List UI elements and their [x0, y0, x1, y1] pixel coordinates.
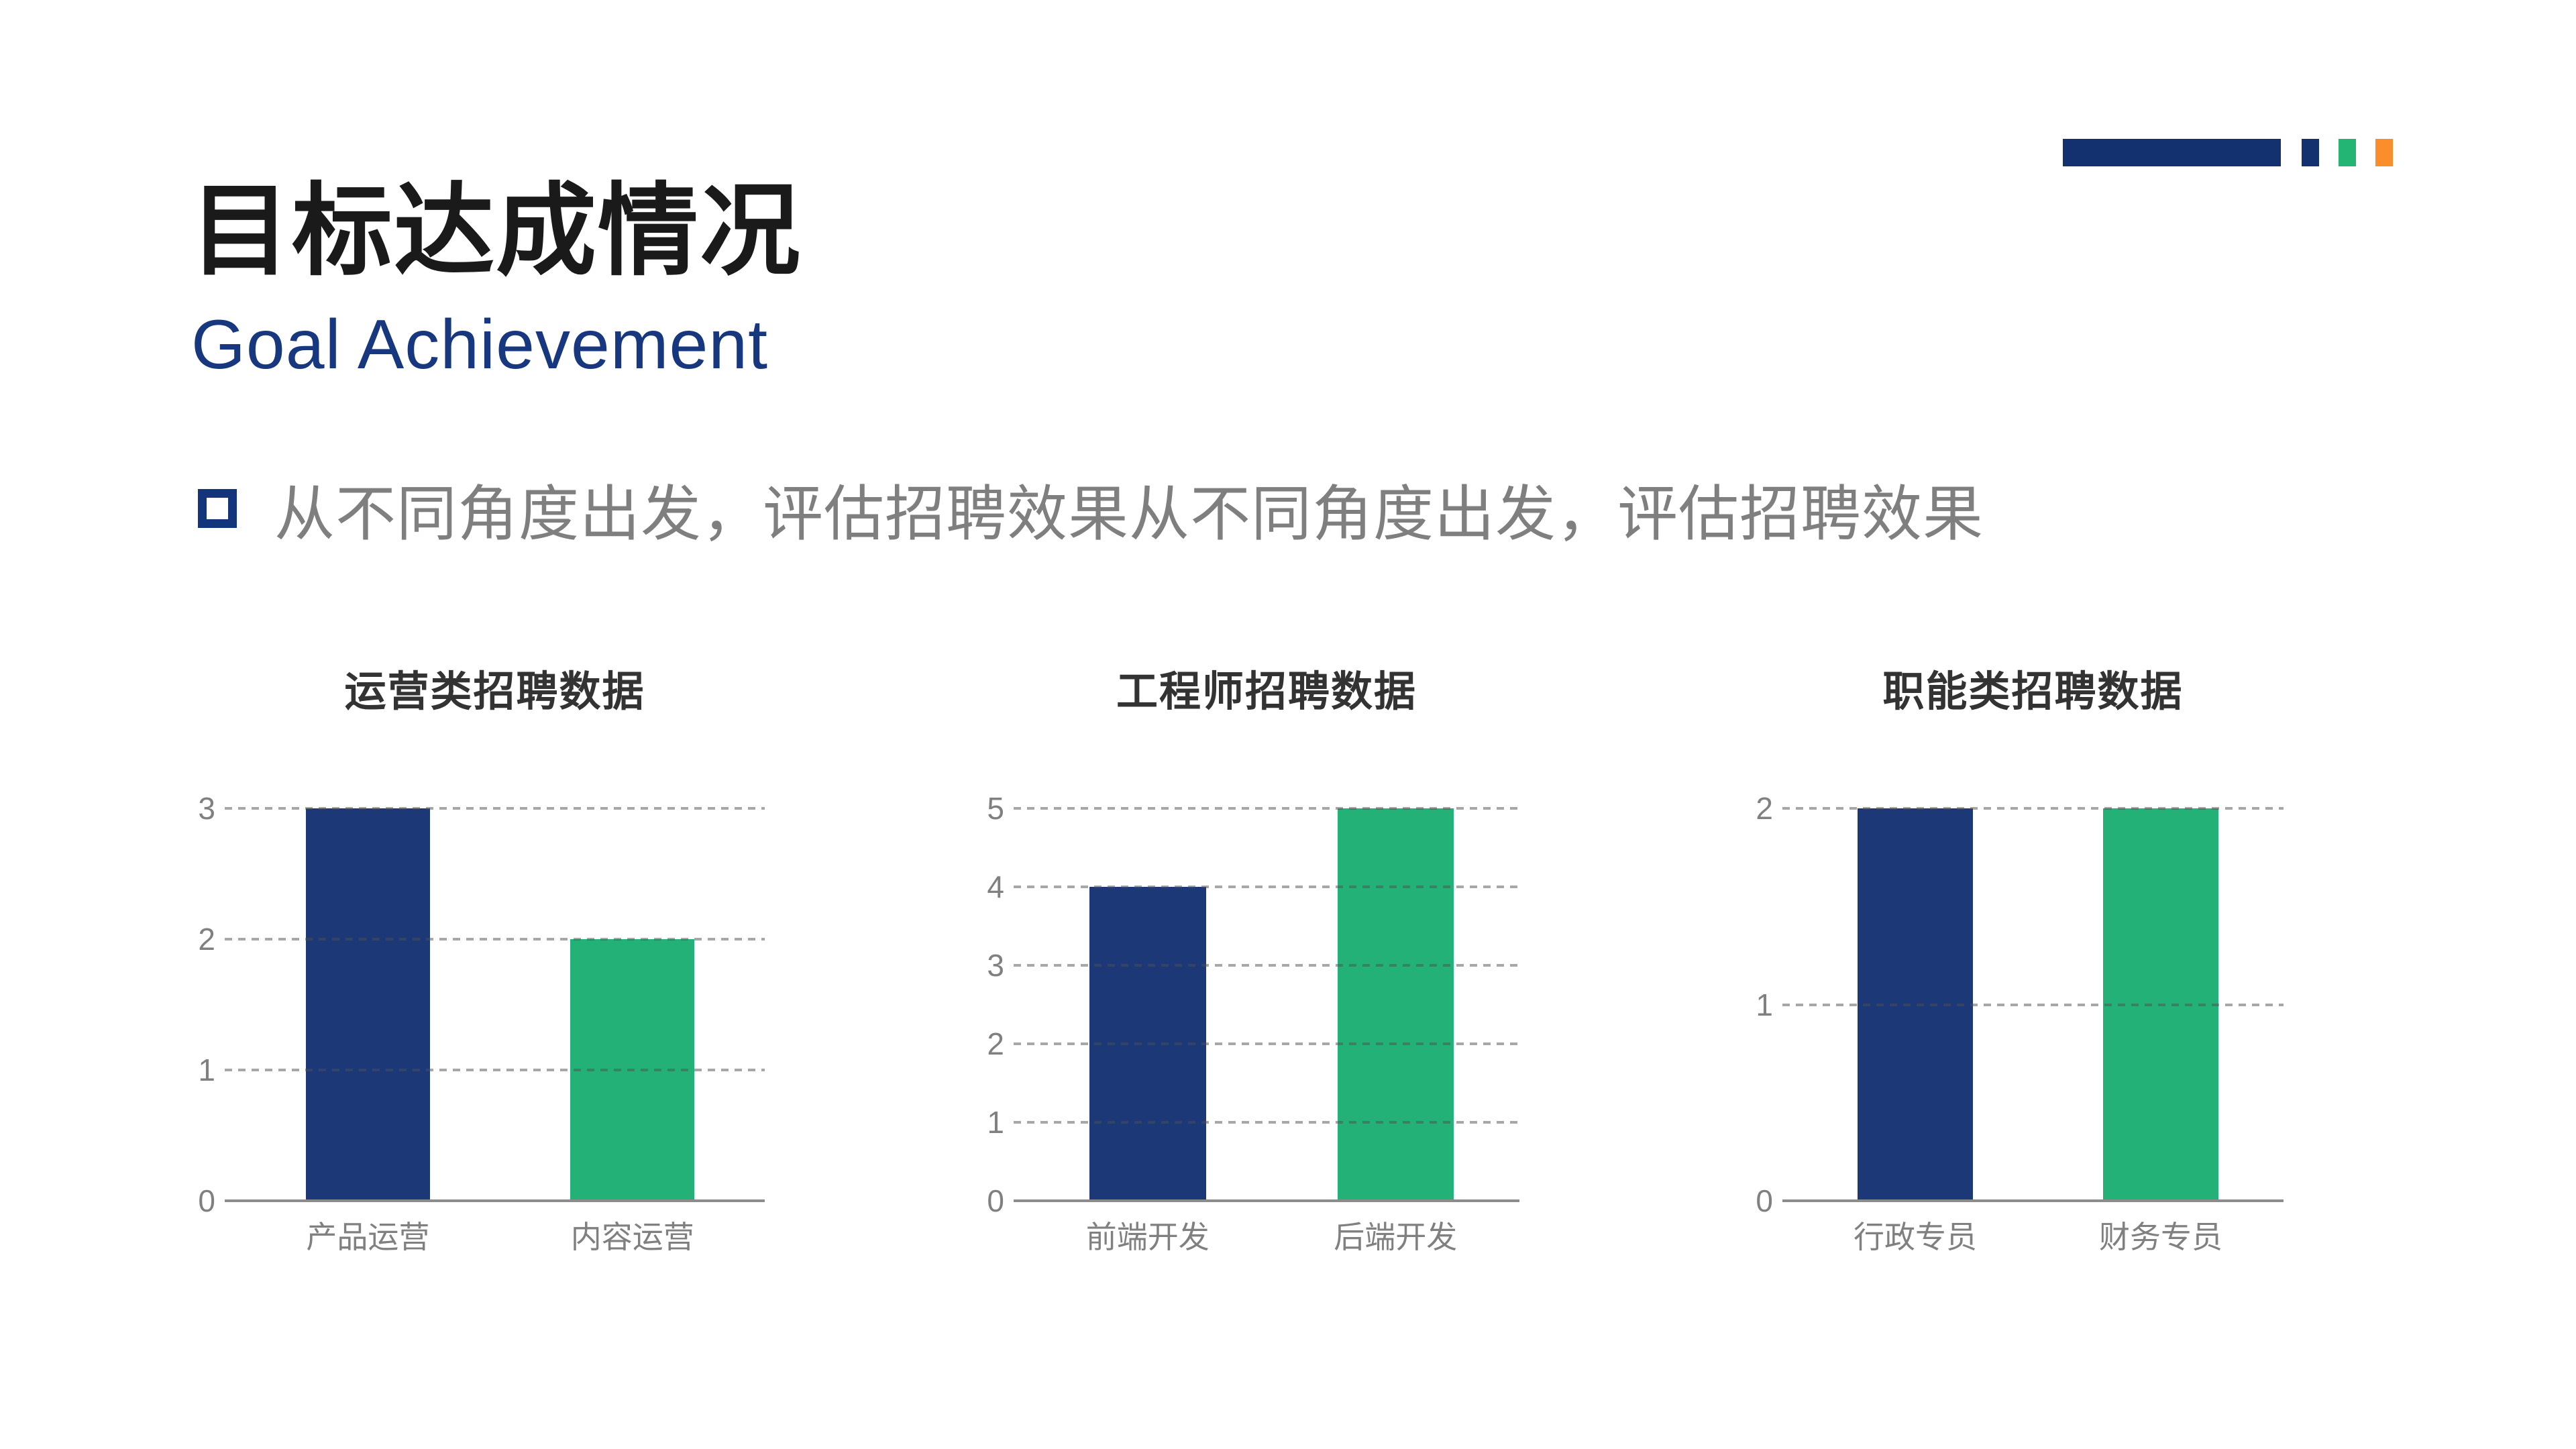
y-axis-tick-label: 3: [198, 791, 215, 826]
chart-engineer-recruiting: 工程师招聘数据 0 1 2 3 4 5 前端开发 后端开发: [957, 641, 1519, 1298]
bar: [1337, 808, 1454, 1201]
x-axis-category-label: 行政专员: [1853, 1220, 1977, 1254]
page-subtitle: Goal Achievement: [191, 306, 769, 384]
y-axis-tick-label: 3: [987, 948, 1004, 983]
y-axis-tick-label: 2: [987, 1026, 1004, 1061]
decor-square-green: [2339, 139, 2356, 166]
gridline: [225, 807, 765, 810]
x-axis-category-label: 财务专员: [2098, 1220, 2222, 1254]
page-title: 目标达成情况: [190, 174, 802, 287]
y-axis-tick-label: 1: [987, 1105, 1004, 1140]
plot-area: 0 1 2 3 产品运营 内容运营: [198, 793, 765, 1254]
square-bullet-icon: [198, 489, 237, 528]
y-axis-tick-label: 1: [198, 1053, 215, 1087]
decor-bar: [2063, 139, 2281, 166]
chart-functional-recruiting: 职能类招聘数据 0 1 2 行政专员 财务专员: [1725, 641, 2284, 1298]
gridline: [225, 1068, 765, 1071]
x-axis-line: [1014, 1199, 1519, 1202]
x-axis-category-label: 产品运营: [306, 1220, 430, 1254]
gridline: [1782, 807, 2284, 810]
decor-square-blue: [2302, 139, 2319, 166]
x-axis-category-label: 内容运营: [570, 1220, 694, 1254]
y-axis-tick-label: 1: [1756, 987, 1773, 1022]
chart-title: 运营类招聘数据: [344, 669, 645, 715]
chart-title: 工程师招聘数据: [1116, 669, 1417, 715]
y-axis-tick-label: 0: [987, 1183, 1004, 1218]
x-axis-category-label: 前端开发: [1085, 1220, 1210, 1254]
bullet-row: 从不同角度出发，评估招聘效果从不同角度出发，评估招聘效果: [198, 480, 1984, 548]
y-axis-tick-label: 0: [198, 1183, 215, 1218]
decor-square-orange: [2375, 139, 2393, 166]
bullet-text: 从不同角度出发，评估招聘效果从不同角度出发，评估招聘效果: [274, 481, 1984, 548]
gridline: [1014, 1042, 1519, 1045]
chart-operations-recruiting: 运营类招聘数据 0 1 2 3 产品运营 内容运营: [168, 641, 765, 1298]
x-axis-line: [225, 1199, 765, 1202]
y-axis-tick-label: 5: [987, 791, 1004, 826]
gridline: [1014, 885, 1519, 888]
gridline: [1014, 964, 1519, 967]
gridline: [1782, 1003, 2284, 1006]
gridline: [1014, 807, 1519, 810]
x-axis-line: [1782, 1199, 2284, 1202]
y-axis-tick-label: 0: [1756, 1183, 1773, 1218]
y-axis-tick-label: 2: [198, 922, 215, 957]
y-axis-tick-label: 4: [987, 869, 1004, 904]
x-axis-category-label: 后端开发: [1334, 1220, 1458, 1254]
plot-area: 0 1 2 3 4 5 前端开发 后端开发: [987, 793, 1519, 1254]
gridline: [1014, 1121, 1519, 1124]
chart-title: 职能类招聘数据: [1882, 669, 2184, 715]
gridline: [225, 937, 765, 941]
y-axis-tick-label: 2: [1756, 791, 1773, 826]
bar: [305, 808, 430, 1201]
plot-area: 0 1 2 行政专员 财务专员: [1756, 793, 2284, 1254]
